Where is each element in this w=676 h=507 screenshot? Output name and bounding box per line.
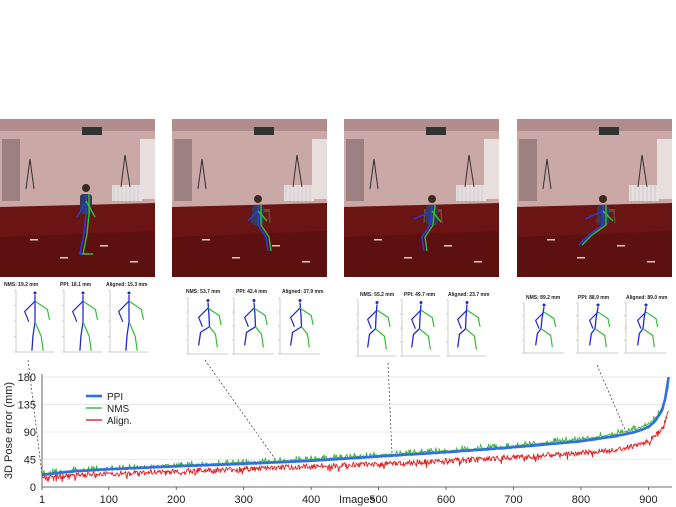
x-tick-label: 600 [437, 494, 455, 506]
y-axis-label: 3D Pose error (mm) [3, 382, 15, 479]
door [346, 139, 364, 201]
wall [517, 119, 672, 219]
x-tick-label: 500 [369, 494, 387, 506]
ceiling-camera [254, 127, 274, 135]
wall [0, 119, 155, 219]
window [312, 139, 327, 199]
x-tick-label: 900 [639, 494, 657, 506]
person [413, 195, 442, 252]
series-line-align [41, 410, 669, 483]
x-tick-label: 200 [167, 494, 185, 506]
video-frame-3 [344, 119, 499, 277]
wall [172, 119, 327, 219]
legend-entry: NMS [107, 404, 130, 415]
nms-error-label: NMS: 55.2 mm [360, 292, 395, 298]
x-tick-label: 100 [100, 494, 118, 506]
ppi-error-label: PPI: 18.1 mm [60, 282, 92, 288]
y-tick-label: 180 [18, 372, 36, 384]
x-tick-label: 400 [302, 494, 320, 506]
chart-gridlines [42, 376, 672, 488]
pose-inset-1: NMS: 19.2 mm PPI: 18.1 mm Aligned: 15.3 … [2, 280, 152, 360]
x-tick-label: 800 [572, 494, 590, 506]
aligned-error-label: Aligned: 23.7 mm [448, 292, 490, 298]
legend-entry: Align. [107, 416, 132, 427]
skeleton-plots [356, 299, 486, 357]
radiator [112, 185, 142, 201]
x-tick-label: 1 [39, 494, 45, 506]
window [140, 139, 155, 199]
floor-shadow [344, 231, 499, 277]
aligned-error-label: Aligned: 89.0 mm [626, 295, 668, 301]
x-tick-label: 300 [235, 494, 253, 506]
ceiling [517, 119, 672, 131]
skeleton-plots [522, 302, 666, 354]
series-line-nms [41, 386, 670, 476]
window [484, 139, 499, 199]
video-frame-4 [517, 119, 672, 277]
pose-inset-2: NMS: 53.7 mm PPI: 42.4 mm Aligned: 37.9 … [172, 287, 337, 362]
video-frame-1 [0, 119, 155, 277]
person [578, 195, 614, 246]
chart-series-group [41, 377, 670, 483]
door [2, 139, 20, 201]
ceiling-camera [599, 127, 619, 135]
floor-shadow [172, 231, 327, 277]
person [247, 195, 272, 252]
door [174, 139, 192, 201]
video-frame-2 [172, 119, 327, 277]
ppi-error-label: PPI: 42.4 mm [236, 289, 268, 295]
floor-shadow [517, 231, 672, 277]
series-line-ppi [41, 377, 670, 477]
x-axis-label: Images [339, 494, 376, 506]
aligned-error-label: Aligned: 15.3 mm [106, 282, 148, 288]
radiator [456, 185, 486, 201]
pose-inset-3: NMS: 55.2 mm PPI: 49.7 mm Aligned: 23.7 … [344, 290, 504, 365]
wall [344, 119, 499, 219]
y-tick-label: 45 [24, 455, 36, 467]
window [657, 139, 672, 199]
pose-inset-4: NMS: 89.2 mm PPI: 88.9 mm Aligned: 89.0 … [512, 293, 676, 365]
skeleton-plots [186, 297, 320, 355]
ceiling [0, 119, 155, 131]
person [76, 184, 96, 255]
door [519, 139, 537, 201]
ceiling [172, 119, 327, 131]
ceiling [344, 119, 499, 131]
radiator [284, 185, 314, 201]
nms-error-label: NMS: 89.2 mm [526, 295, 561, 301]
y-tick-label: 0 [30, 482, 36, 494]
legend-entry: PPI [107, 392, 123, 403]
y-tick-label: 90 [24, 427, 36, 439]
ceiling-camera [82, 127, 102, 135]
x-tick-label: 700 [504, 494, 522, 506]
ceiling-camera [426, 127, 446, 135]
nms-error-label: NMS: 19.2 mm [4, 282, 39, 288]
nms-error-label: NMS: 53.7 mm [186, 289, 221, 295]
ppi-error-label: PPI: 49.7 mm [404, 292, 436, 298]
floor-shadow [0, 231, 155, 277]
ppi-error-label: PPI: 88.9 mm [578, 295, 610, 301]
skeleton-plots [14, 289, 148, 353]
aligned-error-label: Aligned: 37.9 mm [282, 289, 324, 295]
radiator [629, 185, 659, 201]
y-tick-label: 135 [18, 400, 36, 412]
chart-axes: 180 135 90 45 01 100 200 300 400 500 600 700 800 900 [18, 372, 672, 506]
